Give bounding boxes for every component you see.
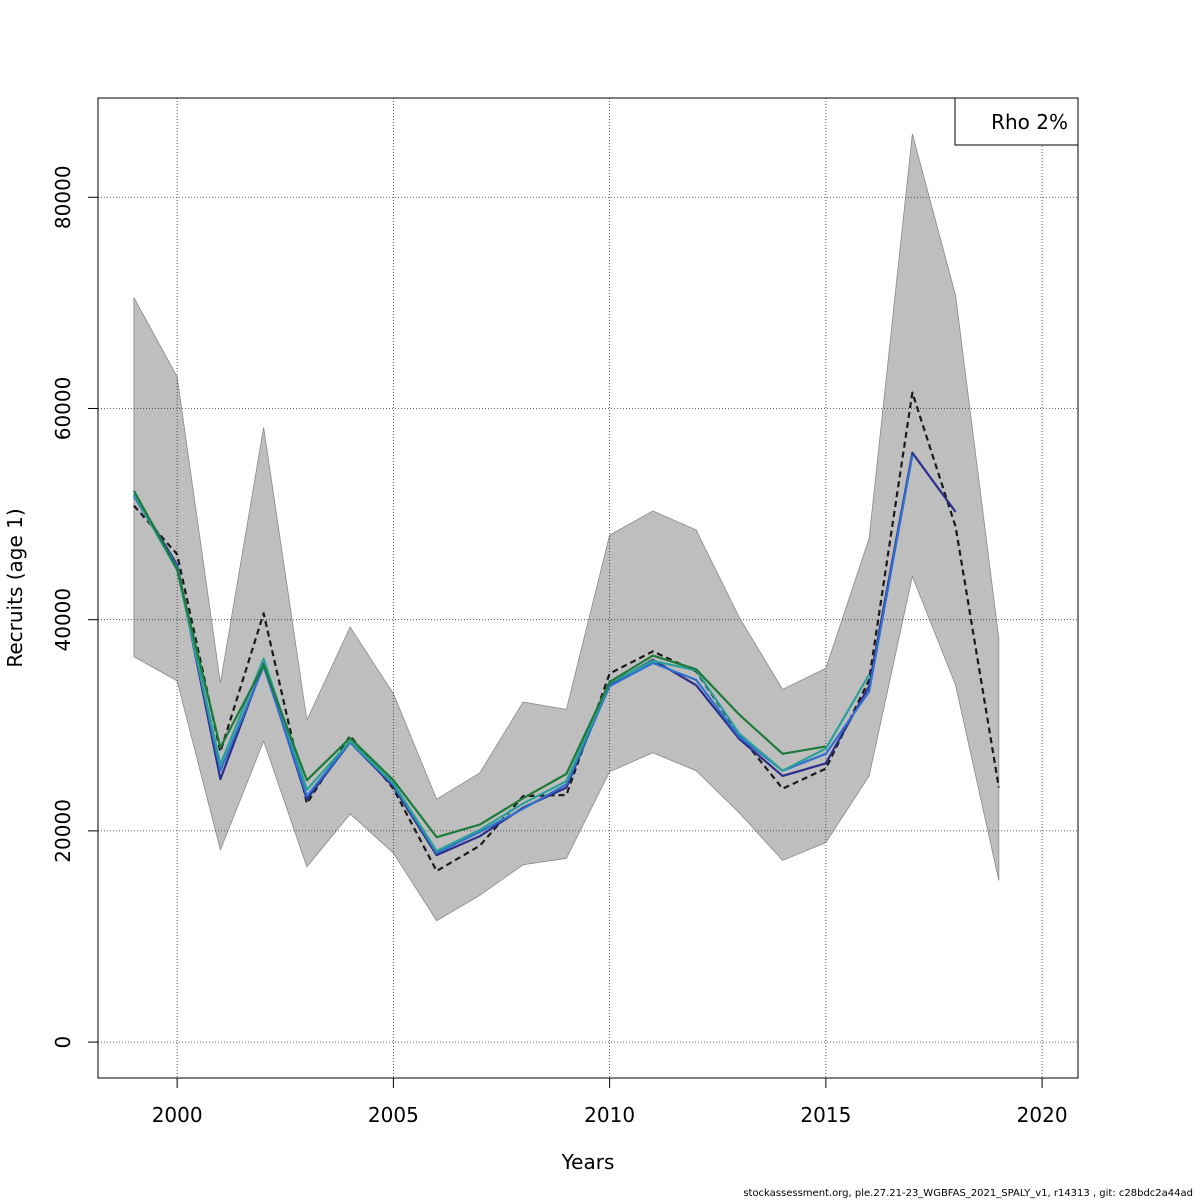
series-line-5: [132, 490, 827, 839]
series-line-4: [132, 493, 871, 853]
y-tick-label: 80000: [51, 165, 75, 229]
x-axis: 2000 2005 2010 2015 2020: [152, 1078, 1068, 1127]
grid-layer: [98, 98, 1078, 1078]
legend-box: [954, 97, 1079, 146]
footer-source: stockassessment.org, ple.27.21-23_WGBFAS…: [743, 1188, 1193, 1199]
y-axis-title: Recruits (age 1): [3, 508, 27, 667]
y-axis: 0 20000 40000 60000 80000: [51, 165, 98, 1048]
series-line-1: [133, 391, 1000, 873]
x-tick-label: 2015: [800, 1103, 851, 1127]
legend-text: Rho 2%: [991, 110, 1068, 134]
y-tick-label: 40000: [51, 588, 75, 652]
legend: Rho 2%: [954, 97, 1079, 146]
confidence-band: [133, 133, 1000, 922]
y-tick-label: 20000: [51, 799, 75, 863]
x-tick-label: 2000: [152, 1103, 203, 1127]
confidence-band-layer: [133, 133, 1000, 922]
y-tick-label: 0: [51, 1036, 75, 1049]
series-layer: [132, 391, 1000, 873]
x-tick-label: 2020: [1017, 1103, 1068, 1127]
x-axis-title: Years: [561, 1150, 615, 1174]
x-tick-label: 2010: [584, 1103, 635, 1127]
x-tick-label: 2005: [368, 1103, 419, 1127]
y-tick-label: 60000: [51, 377, 75, 441]
plot-frame: [97, 97, 1079, 1079]
